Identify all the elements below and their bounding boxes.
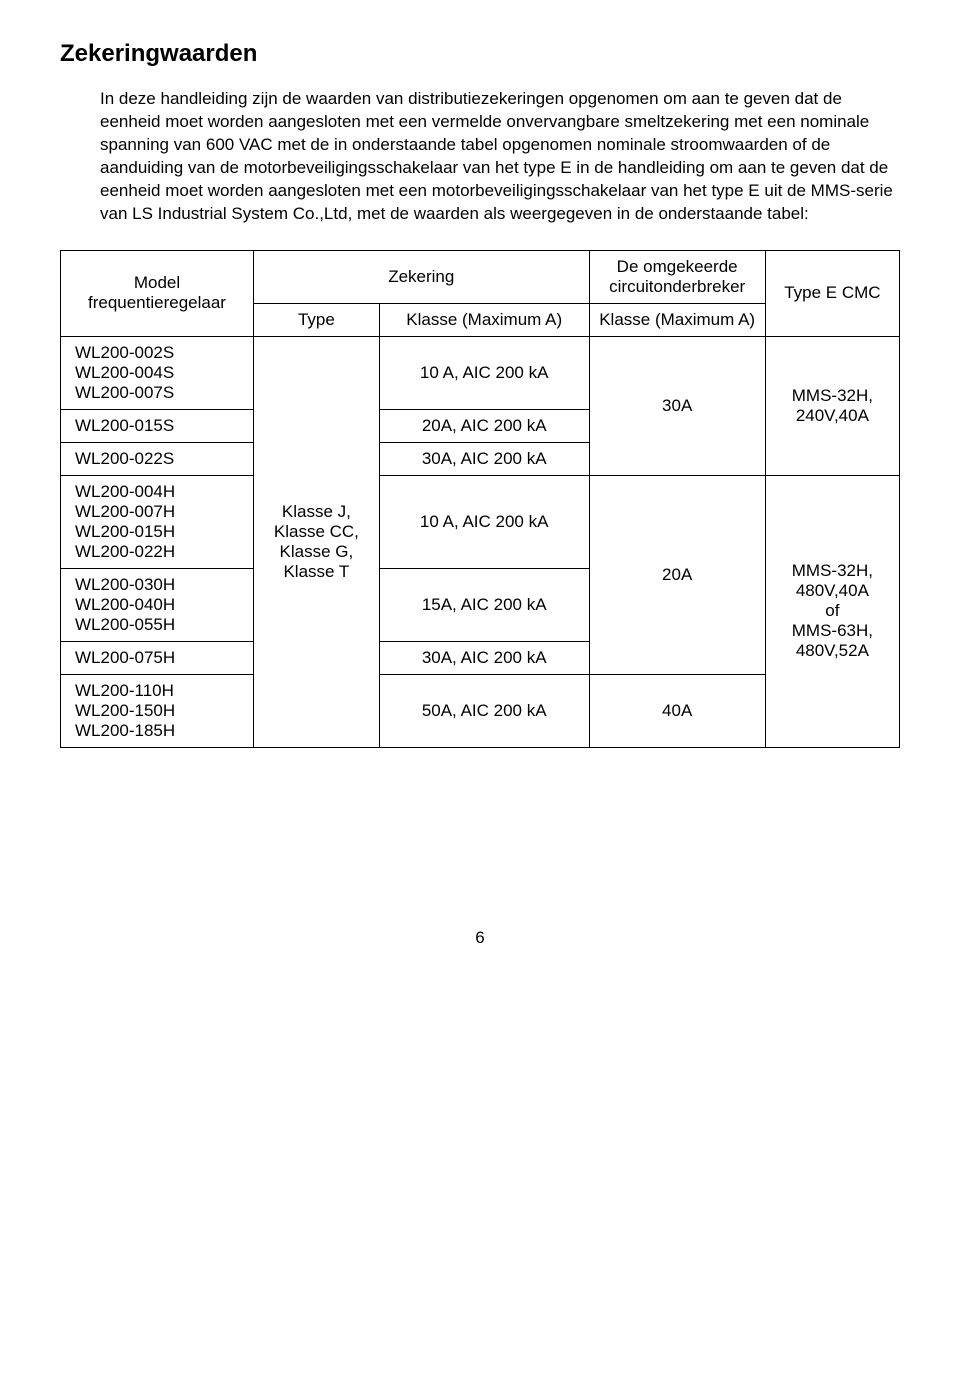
fuse-cell: 30A, AIC 200 kA [379, 641, 589, 674]
fuse-cell: 10 A, AIC 200 kA [379, 475, 589, 568]
fuse-cell: 10 A, AIC 200 kA [379, 336, 589, 409]
header-klasse-max: Klasse (Maximum A) [379, 303, 589, 336]
fuse-cell: 30A, AIC 200 kA [379, 442, 589, 475]
circuit-cell: 40A [589, 674, 765, 747]
header-circuit: De omgekeerde circuitonderbreker [589, 250, 765, 303]
header-type: Type [253, 303, 379, 336]
fuse-table: Model frequentieregelaar Zekering De omg… [60, 250, 900, 748]
header-zekering: Zekering [253, 250, 589, 303]
circuit-cell: 20A [589, 475, 765, 674]
model-cell: WL200-015S [61, 409, 254, 442]
cmc-cell: MMS-32H, 240V,40A [765, 336, 899, 475]
model-cell: WL200-075H [61, 641, 254, 674]
model-cell: WL200-004H WL200-007H WL200-015H WL200-0… [61, 475, 254, 568]
model-cell: WL200-002S WL200-004S WL200-007S [61, 336, 254, 409]
model-cell: WL200-110H WL200-150H WL200-185H [61, 674, 254, 747]
fuse-cell: 20A, AIC 200 kA [379, 409, 589, 442]
fuse-cell: 15A, AIC 200 kA [379, 568, 589, 641]
page-title: Zekeringwaarden [60, 40, 900, 68]
type-cell: Klasse J, Klasse CC, Klasse G, Klasse T [253, 336, 379, 747]
fuse-cell: 50A, AIC 200 kA [379, 674, 589, 747]
model-cell: WL200-022S [61, 442, 254, 475]
cmc-cell: MMS-32H, 480V,40A of MMS-63H, 480V,52A [765, 475, 899, 747]
circuit-cell: 30A [589, 336, 765, 475]
model-cell: WL200-030H WL200-040H WL200-055H [61, 568, 254, 641]
header-model: Model frequentieregelaar [61, 250, 254, 336]
intro-paragraph: In deze handleiding zijn de waarden van … [100, 88, 900, 226]
page-number: 6 [60, 928, 900, 948]
header-circuit-klasse: Klasse (Maximum A) [589, 303, 765, 336]
header-type-e: Type E CMC [765, 250, 899, 336]
